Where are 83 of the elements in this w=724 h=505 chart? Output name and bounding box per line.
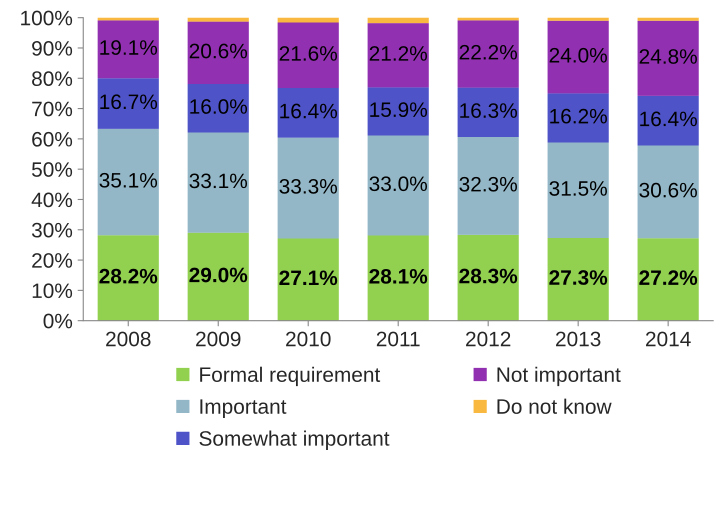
bar — [188, 132, 249, 233]
data-label: 33.1% — [189, 174, 248, 188]
bar — [638, 146, 699, 238]
y-tick-label: 60% — [32, 132, 72, 147]
bar — [278, 238, 339, 321]
bar — [278, 88, 339, 138]
x-tick-label: 2012 — [466, 332, 510, 346]
bar — [278, 22, 339, 88]
data-label: 22.2% — [460, 44, 517, 60]
bar — [548, 142, 609, 238]
legend-label: Do not know — [497, 398, 612, 414]
y-tick-label: 40% — [32, 192, 72, 208]
bar — [548, 20, 609, 94]
y-tick-label: 90% — [32, 40, 72, 56]
data-label: 16.2% — [550, 108, 607, 124]
bar — [638, 20, 699, 96]
data-label: 27.2% — [639, 270, 698, 286]
legend-label: Somewhat important — [199, 430, 390, 450]
data-label: 27.1% — [279, 270, 338, 286]
data-label: 21.2% — [370, 46, 427, 61]
bar — [98, 78, 159, 129]
bar — [98, 235, 159, 321]
bar — [548, 93, 609, 143]
data-label: 28.1% — [369, 268, 428, 284]
bar — [638, 96, 699, 146]
data-label: 35.1% — [100, 172, 158, 188]
bar — [368, 87, 429, 136]
bar — [458, 88, 519, 138]
bar — [188, 84, 249, 133]
y-tick-label: 70% — [32, 102, 72, 116]
bar — [638, 238, 699, 321]
bar — [188, 22, 249, 84]
x-tick-label: 2011 — [376, 332, 420, 346]
data-label: 24.8% — [640, 49, 697, 64]
data-label: 16.0% — [190, 99, 248, 114]
y-tick-label: 0% — [44, 314, 72, 328]
bar — [368, 236, 429, 321]
y-tick-label: 30% — [32, 222, 72, 238]
x-tick-label: 2010 — [286, 332, 331, 346]
data-label: 20.6% — [190, 44, 248, 58]
data-label: 16.3% — [460, 103, 517, 118]
x-tick-label: 2009 — [196, 332, 240, 346]
data-label: 16.4% — [280, 104, 338, 118]
data-label: 32.3% — [459, 176, 517, 192]
bar — [548, 238, 609, 321]
data-label: 16.4% — [640, 112, 697, 126]
bar — [458, 20, 519, 88]
y-tick-label: 100% — [21, 10, 72, 26]
x-tick-label: 2014 — [646, 332, 691, 346]
data-label: 31.5% — [549, 181, 607, 196]
data-label: 21.6% — [280, 46, 338, 61]
bar — [278, 18, 339, 23]
bar — [458, 234, 519, 321]
data-label: 28.2% — [99, 268, 158, 284]
y-tick-label: 50% — [32, 162, 72, 177]
y-tick-label: 10% — [32, 283, 72, 298]
x-tick-label: 2013 — [556, 332, 600, 346]
data-label: 29.0% — [189, 268, 248, 282]
bar — [188, 232, 249, 321]
x-tick-label: 2008 — [106, 332, 151, 346]
legend-label: Important — [200, 399, 286, 418]
data-label: 33.0% — [369, 176, 427, 192]
bar — [278, 138, 339, 239]
data-label: 33.3% — [279, 178, 338, 194]
data-label: 28.3% — [459, 268, 518, 284]
bar — [458, 137, 519, 235]
bar — [98, 18, 159, 20]
data-label: 15.9% — [370, 102, 427, 118]
data-label: 19.1% — [100, 40, 158, 55]
legend-label: Not important — [497, 366, 621, 386]
data-label: 16.7% — [100, 94, 158, 110]
bar — [368, 136, 429, 236]
data-label: 24.0% — [550, 48, 607, 63]
y-tick-label: 80% — [32, 71, 72, 86]
data-label: 30.6% — [639, 182, 697, 198]
bar — [98, 20, 159, 78]
bar — [368, 18, 429, 24]
y-tick-label: 20% — [32, 253, 72, 268]
legend-label: Formal requirement — [200, 366, 380, 386]
data-label: 27.3% — [549, 270, 608, 285]
bar — [458, 18, 519, 20]
bar — [368, 23, 429, 88]
bar — [98, 128, 159, 236]
